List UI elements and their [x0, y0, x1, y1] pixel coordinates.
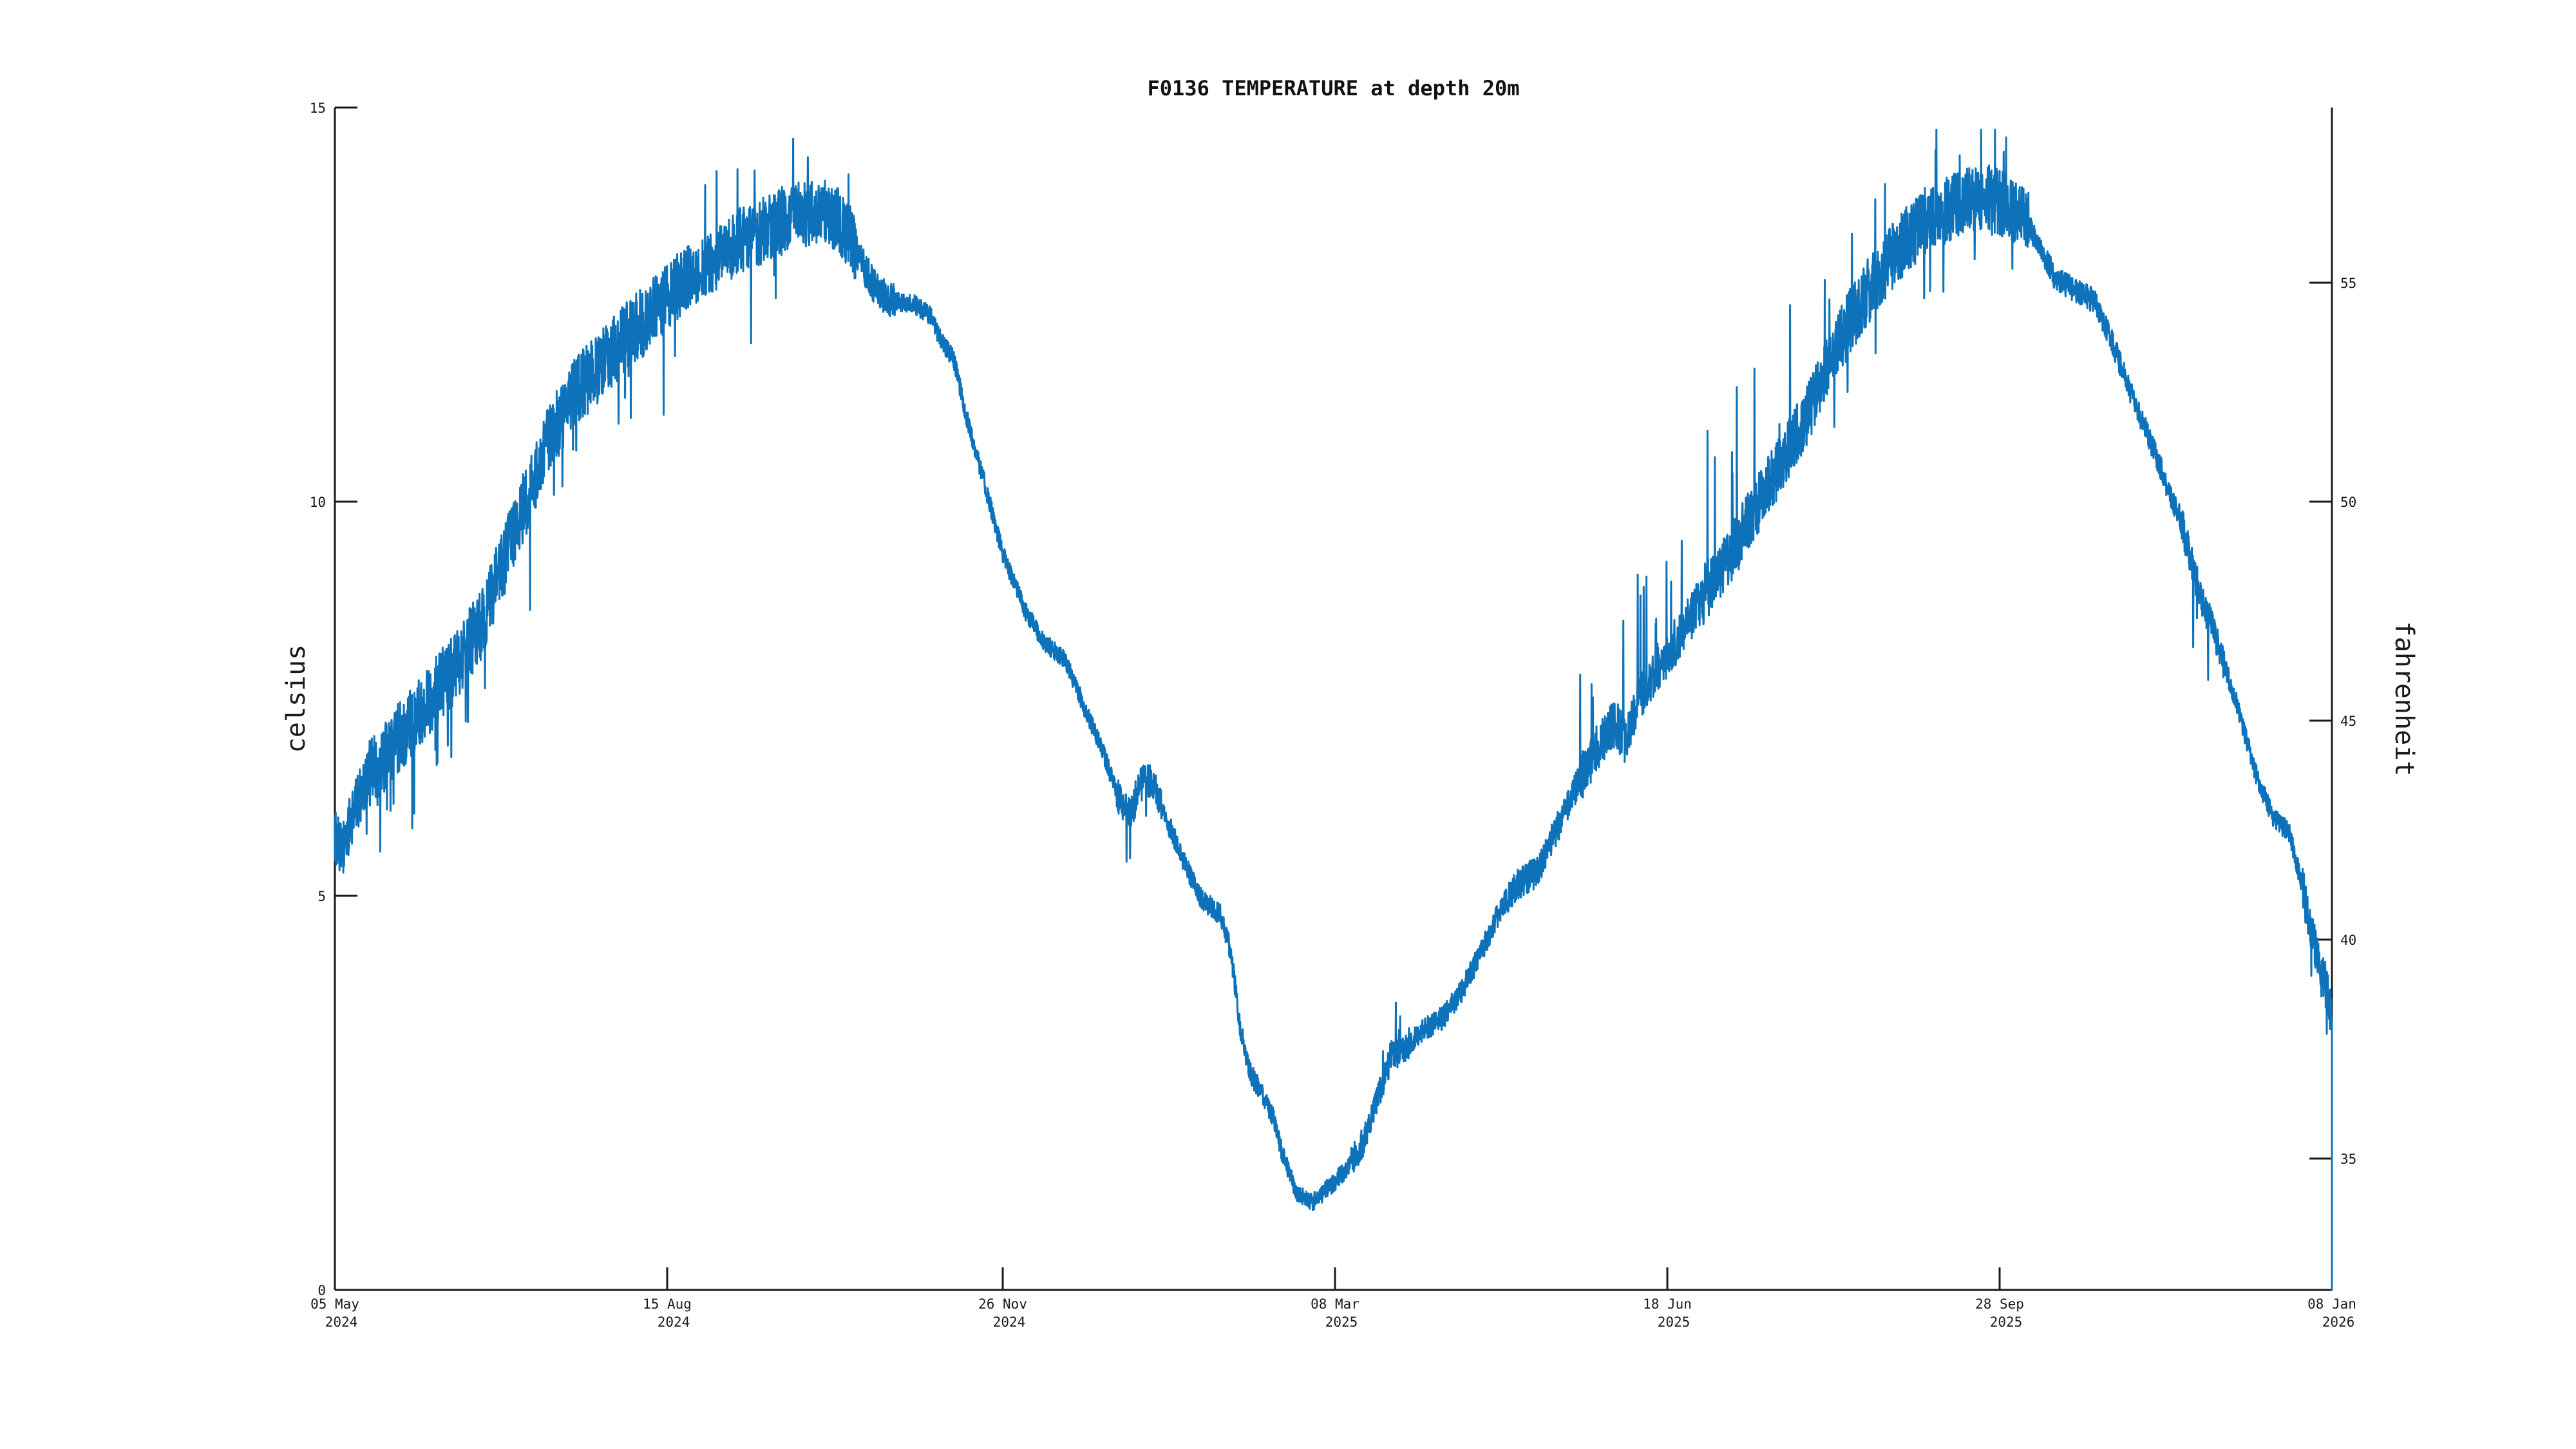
date-tick-label: 15 Aug: [643, 1296, 692, 1312]
date-tick-year-label: 2025: [1325, 1314, 1358, 1330]
date-tick-year-label: 2025: [1990, 1314, 2023, 1330]
fahrenheit-tick-label: 50: [2340, 495, 2356, 510]
celsius-tick-label: 10: [310, 495, 326, 510]
fahrenheit-tick-label: 35: [2340, 1151, 2356, 1167]
temperature-series-line: [334, 128, 2333, 1291]
date-tick-year-label: 2024: [993, 1314, 1026, 1330]
date-tick-label: 28 Sep: [1975, 1296, 2024, 1312]
date-tick-year-label: 2026: [2322, 1314, 2355, 1330]
axis-spines: [334, 108, 2333, 1291]
date-tick-year-label: 2024: [325, 1314, 358, 1330]
fahrenheit-tick-label: 55: [2340, 276, 2356, 291]
date-tick-year-label: 2025: [1658, 1314, 1690, 1330]
celsius-tick-label: 15: [310, 100, 326, 116]
celsius-tick-label: 5: [317, 889, 326, 904]
date-tick-label: 18 Jun: [1643, 1296, 1692, 1312]
fahrenheit-tick-label: 45: [2340, 714, 2356, 729]
date-tick-label: 08 Jan: [2307, 1296, 2356, 1312]
date-tick-label: 05 May: [310, 1296, 359, 1312]
date-tick-label: 08 Mar: [1311, 1296, 1359, 1312]
fahrenheit-tick-label: 40: [2340, 933, 2356, 948]
chart-title: F0136 TEMPERATURE at depth 20m: [1147, 76, 1520, 100]
date-tick-year-label: 2024: [658, 1314, 690, 1330]
date-tick-label: 26 Nov: [978, 1296, 1027, 1312]
celsius-tick-label: 0: [317, 1283, 326, 1298]
